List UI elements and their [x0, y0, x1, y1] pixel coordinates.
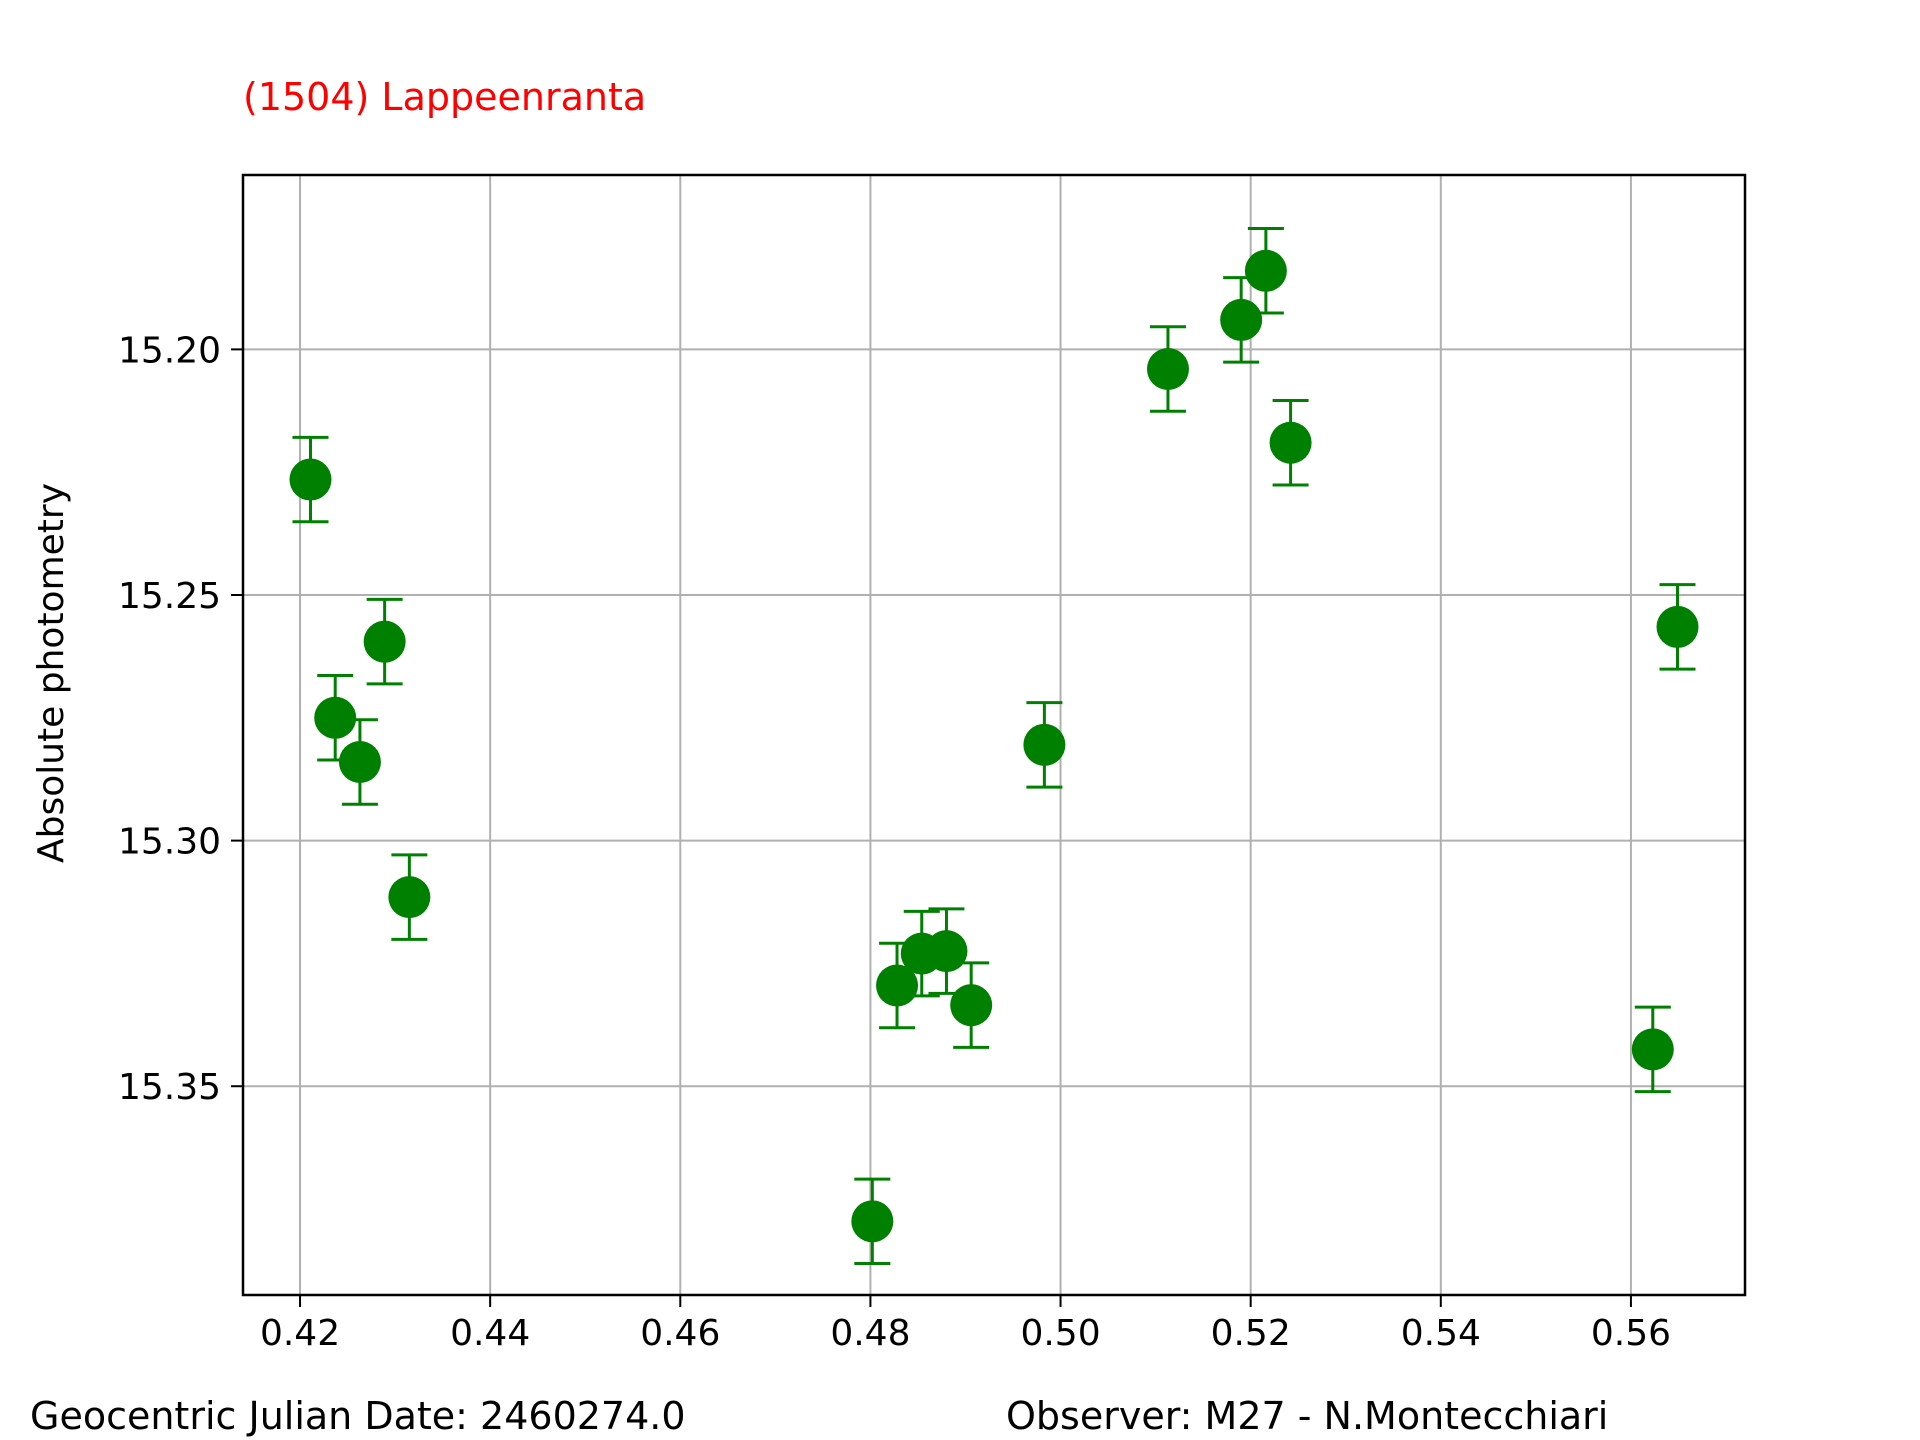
x-tick-label: 0.54: [1401, 1313, 1481, 1354]
x-tick-label: 0.46: [640, 1313, 720, 1354]
data-point: [851, 1177, 894, 1266]
x-tick-label: 0.44: [450, 1313, 530, 1354]
data-point: [950, 961, 993, 1049]
point-marker: [1631, 1028, 1674, 1071]
data-point: [363, 597, 406, 686]
y-tick-label: 15.25: [118, 576, 221, 617]
plot-frame: [241, 173, 1747, 1297]
y-tick-label: 15.20: [118, 330, 221, 371]
observer-label: Observer: M27 - N.Montecchiari: [1006, 1394, 1609, 1438]
point-marker: [1146, 348, 1189, 391]
data-point: [388, 853, 431, 941]
ticks: 0.42 0.44 0.46 0.48 0.50 0.52 0.54 0.56 15.20 15.…: [118, 330, 1671, 1354]
point-marker: [338, 741, 381, 784]
grid: [243, 175, 1745, 1295]
x-tick-label: 0.52: [1211, 1313, 1291, 1354]
data-point: [925, 907, 968, 995]
y-tick-label: 15.30: [118, 822, 221, 863]
point-marker: [1269, 421, 1312, 464]
y-tick-label: 15.35: [118, 1067, 221, 1108]
data-point: [289, 435, 332, 524]
data-point: [1656, 583, 1699, 671]
data-point: [1146, 325, 1189, 413]
data-point: [1244, 227, 1287, 315]
point-marker: [1656, 605, 1699, 648]
data-point: [1220, 276, 1263, 364]
point-marker: [1244, 249, 1287, 292]
x-tick-label: 0.48: [830, 1313, 910, 1354]
point-marker: [950, 984, 993, 1027]
x-tick-label: 0.42: [260, 1313, 340, 1354]
point-marker: [851, 1200, 894, 1243]
data-point: [1631, 1005, 1674, 1094]
point-marker: [289, 458, 332, 501]
data-point: [1023, 701, 1066, 789]
point-marker: [363, 620, 406, 663]
point-marker: [1023, 723, 1066, 766]
point-marker: [314, 696, 357, 739]
data-point: [338, 718, 381, 806]
chart-title: (1504) Lappeenranta: [243, 75, 647, 119]
x-tick-label: 0.50: [1020, 1313, 1100, 1354]
x-tick-label: 0.56: [1591, 1313, 1671, 1354]
point-marker: [925, 930, 968, 973]
data-point: [1269, 398, 1312, 487]
data-points: [289, 227, 1699, 1266]
point-marker: [388, 876, 431, 919]
point-marker: [1220, 298, 1263, 341]
julian-date-label: Geocentric Julian Date: 2460274.0: [30, 1394, 686, 1438]
